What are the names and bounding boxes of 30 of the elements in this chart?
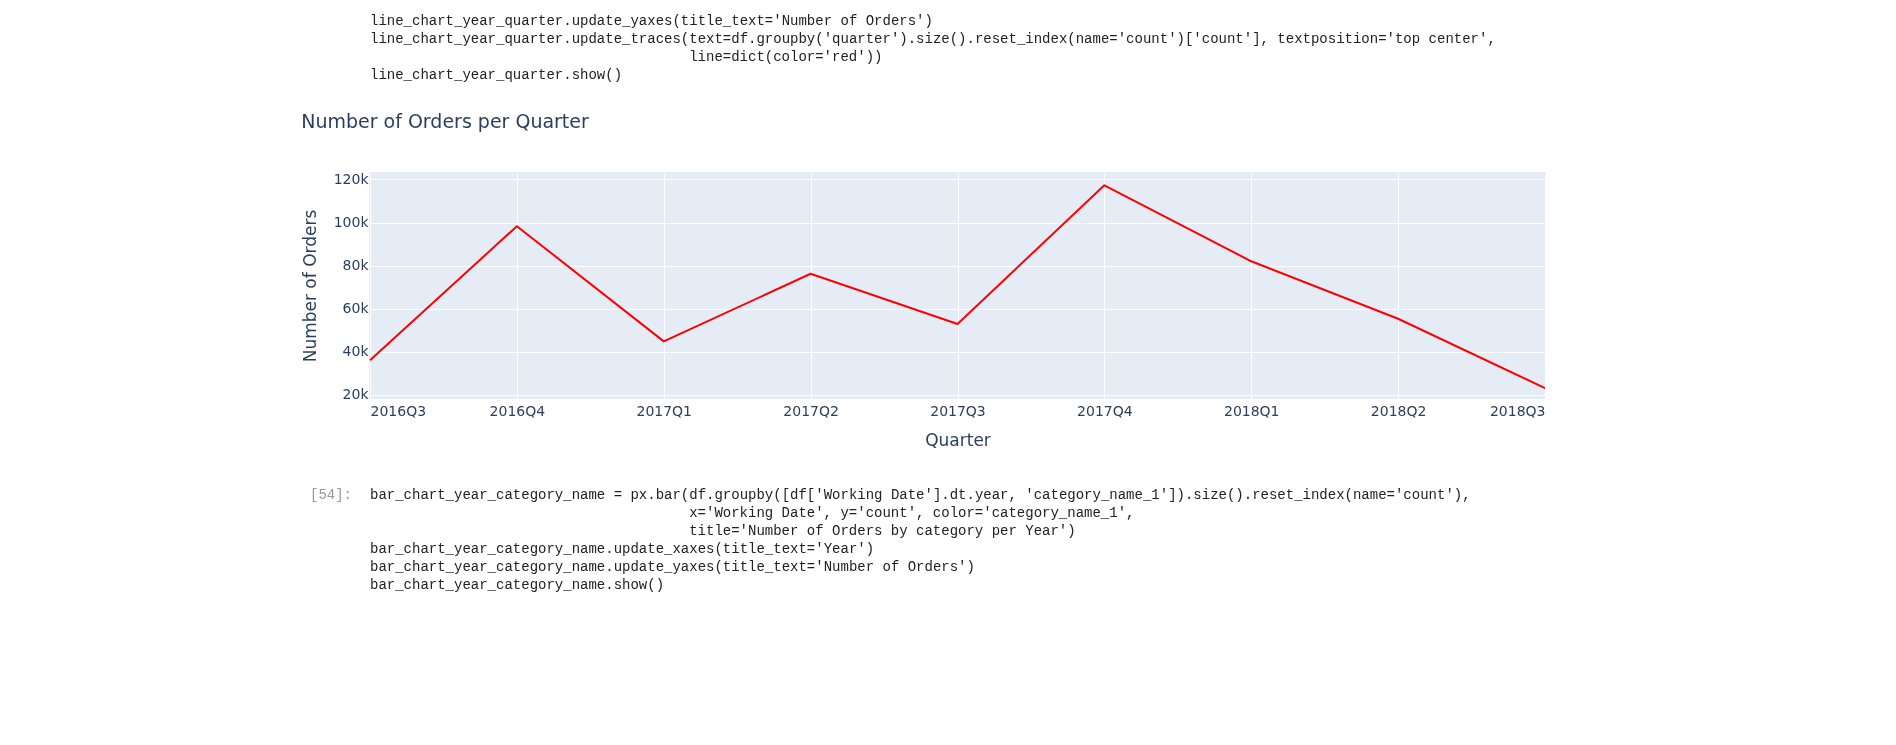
text: line_chart_year_quarter.update_yaxes(title_text='Number of Orders') — [370, 13, 933, 29]
x-tick-label: 2016Q4 — [489, 402, 546, 419]
y-tick-label: 40k — [342, 343, 370, 360]
y-tick-label: 60k — [342, 300, 370, 317]
text: title='Number of Orders by category per Year') — [689, 523, 1076, 539]
text: bar_chart_year_category_name.update_xaxes(title_text='Year') — [370, 541, 875, 557]
y-tick-label: 120k — [333, 170, 370, 187]
x-tick-label: 2018Q2 — [1370, 402, 1427, 419]
x-tick-label: 2016Q3 — [370, 402, 427, 419]
text: line_chart_year_quarter.update_traces(text=df.groupby('quarter').size().reset_index(name='count')['count'], textposition='top center', — [370, 31, 1496, 47]
text: x='Working Date', y='count', color='category_name_1', — [689, 505, 1135, 521]
y-tick-label: 20k — [342, 386, 370, 403]
text: line_chart_year_quarter.show() — [370, 67, 623, 83]
chart-title: Number of Orders per Quarter — [301, 110, 590, 133]
x-tick-label: 2017Q4 — [1077, 402, 1133, 419]
y-tick-label: 80k — [342, 257, 370, 274]
x-tick-label: 2017Q2 — [783, 402, 839, 419]
text: bar_chart_year_category_name.update_yaxes(title_text='Number of Orders') — [370, 559, 975, 575]
x-tick-label: 2017Q3 — [930, 402, 986, 419]
y-tick-label: 100k — [333, 214, 370, 231]
y-axis-title: Number of Orders — [299, 209, 320, 363]
x-tick-label: 2017Q1 — [636, 402, 693, 419]
x-axis-title: Quarter — [925, 429, 991, 450]
line-series — [369, 184, 1546, 390]
text: bar_chart_year_category_name = px.bar(df.groupby([df['Working Date'].dt.year, 'category_name_1']).size().reset_index(name='count'), — [370, 487, 1471, 503]
x-tick-label: 2018Q3 — [1489, 402, 1546, 419]
text: bar_chart_year_category_name.show() — [370, 577, 665, 593]
x-tick-label: 2018Q1 — [1223, 402, 1280, 419]
text: [54]: — [310, 487, 353, 503]
text: line=dict(color='red')) — [689, 49, 883, 65]
